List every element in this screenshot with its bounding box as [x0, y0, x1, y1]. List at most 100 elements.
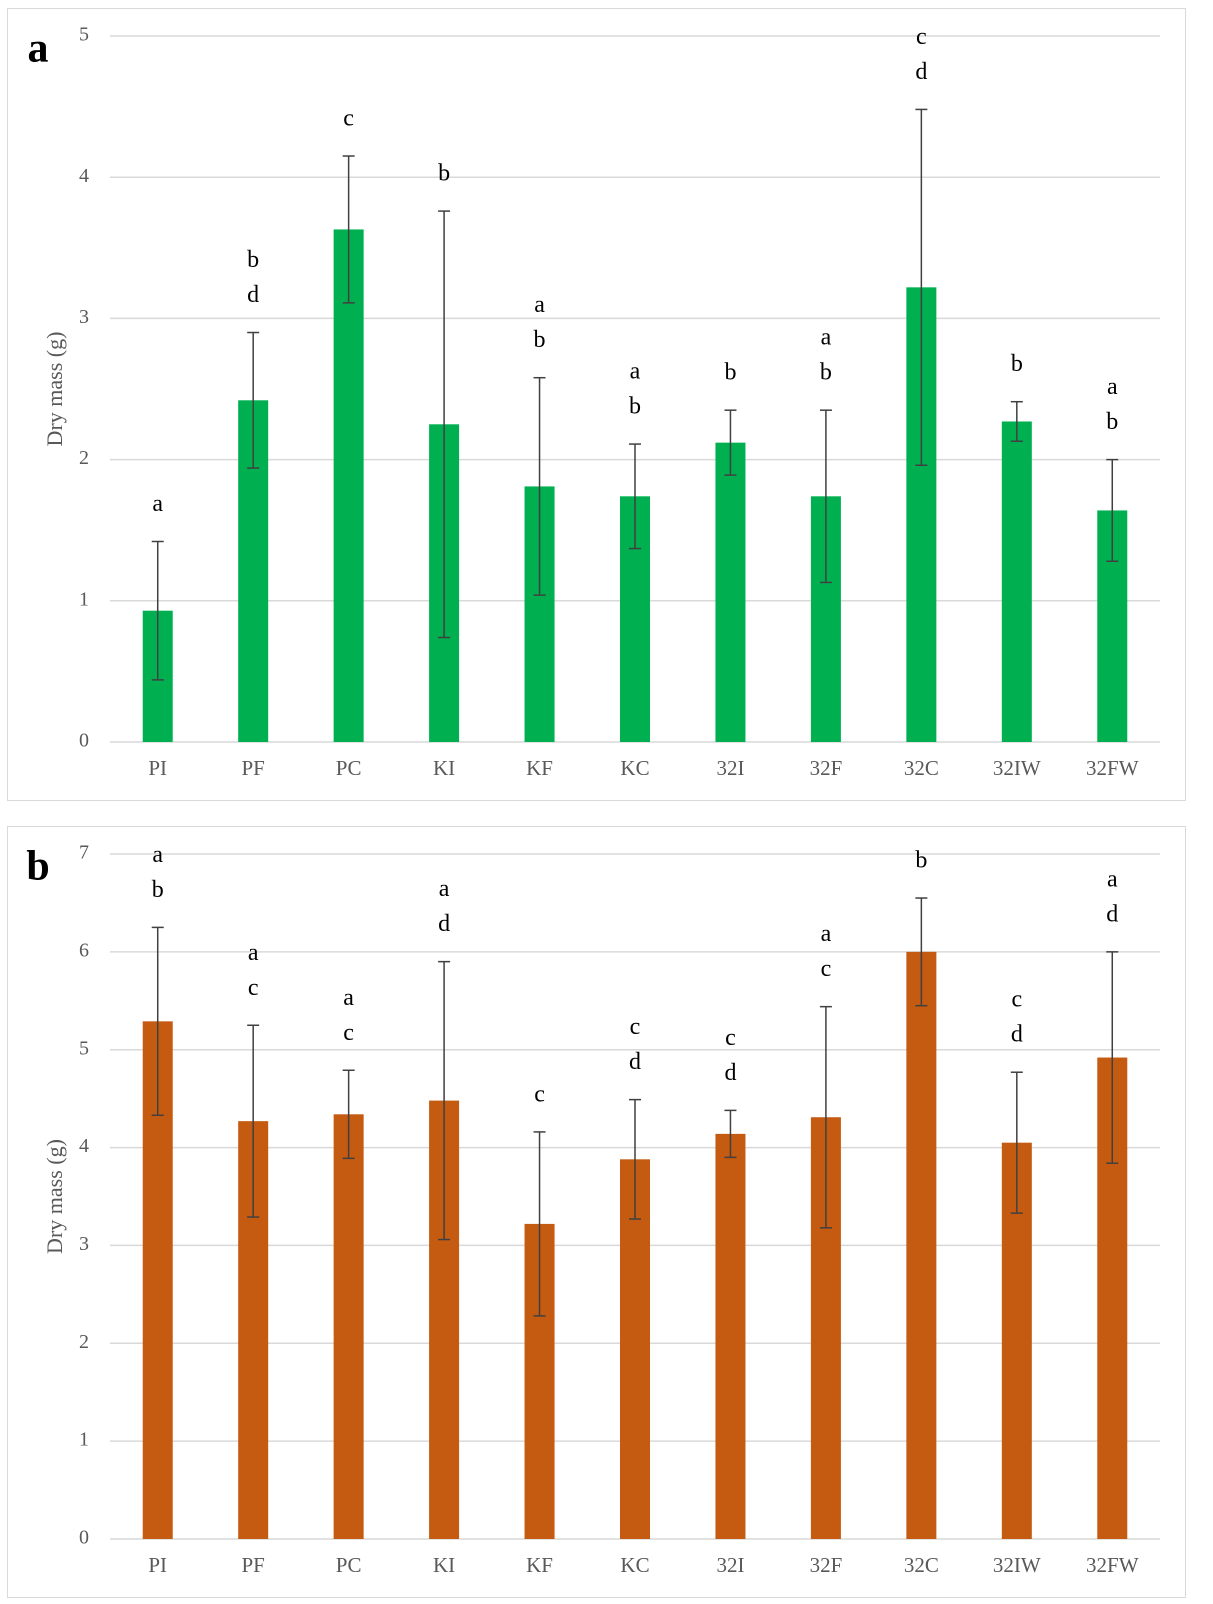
panel-label: b [26, 844, 49, 890]
error-bar [247, 331, 260, 469]
y-tick-label: 2 [79, 447, 89, 469]
significance-letter: a [439, 876, 450, 902]
y-tick-label: 3 [79, 1233, 89, 1255]
error-bar [724, 1109, 737, 1159]
significance-letter: a [343, 985, 354, 1011]
error-bar [915, 108, 928, 466]
x-tick-label: KF [526, 756, 553, 780]
x-tick-label: 32IW [993, 756, 1041, 780]
bar [1001, 421, 1032, 742]
significance-letter: a [821, 921, 832, 947]
y-axis-label: Dry mass (g) [42, 332, 67, 447]
x-tick-label: 32FW [1086, 756, 1139, 780]
significance-letter: b [152, 877, 164, 903]
y-axis-label: Dry mass (g) [42, 1139, 67, 1254]
significance-letter: a [152, 491, 163, 517]
panel-frame [7, 8, 1186, 801]
error-bar [342, 1069, 355, 1160]
bar [715, 1133, 746, 1539]
error-bar [1010, 400, 1023, 442]
significance-letter: d [629, 1049, 641, 1075]
y-tick-label: 1 [79, 588, 89, 610]
x-tick-label: PF [242, 1553, 265, 1577]
error-bar [151, 540, 164, 681]
x-tick-label: 32C [904, 1553, 939, 1577]
error-bar [533, 1131, 546, 1317]
error-bar [1106, 951, 1119, 1164]
error-bar [533, 376, 546, 596]
significance-letter: a [152, 842, 163, 868]
significance-letter: c [1011, 987, 1022, 1013]
significance-letter: d [724, 1060, 736, 1086]
significance-letter: b [915, 848, 927, 874]
error-bar [915, 897, 928, 1007]
panel-label: a [28, 26, 49, 72]
significance-letter: a [248, 940, 259, 966]
significance-letter: b [534, 327, 546, 353]
bar [333, 1114, 364, 1539]
significance-letter: c [725, 1025, 736, 1051]
y-tick-label: 2 [79, 1331, 89, 1353]
error-bar [342, 155, 355, 304]
x-tick-label: 32C [904, 756, 939, 780]
significance-letter: c [248, 975, 259, 1001]
x-tick-label: PI [148, 756, 167, 780]
error-bar [1010, 1071, 1023, 1214]
x-tick-label: KI [433, 756, 455, 780]
y-tick-label: 1 [79, 1429, 89, 1451]
significance-letter: c [343, 106, 354, 132]
significance-letter: b [247, 247, 259, 273]
error-bar [629, 443, 641, 550]
x-tick-label: 32F [810, 1553, 843, 1577]
y-tick-label: 5 [79, 24, 89, 46]
significance-letter: b [820, 360, 832, 386]
x-tick-label: 32I [716, 1553, 744, 1577]
error-bar [724, 409, 737, 476]
x-tick-label: 32I [716, 756, 744, 780]
significance-letter: a [534, 292, 545, 318]
error-bar [438, 210, 451, 639]
significance-letter: a [1107, 374, 1118, 400]
x-tick-label: 32IW [993, 1553, 1041, 1577]
bar [715, 442, 746, 742]
error-bar [629, 1098, 641, 1220]
significance-letter: c [821, 956, 832, 982]
error-bar [151, 926, 164, 1117]
significance-letter: c [916, 24, 927, 50]
significance-letter: b [724, 360, 736, 386]
significance-letter: c [343, 1020, 354, 1046]
significance-letter: b [1106, 409, 1118, 435]
x-tick-label: PI [148, 1553, 167, 1577]
x-tick-label: 32FW [1086, 1553, 1139, 1577]
significance-letter: a [630, 359, 641, 385]
error-bar [247, 1024, 260, 1218]
x-tick-label: KI [433, 1553, 455, 1577]
significance-letter: d [915, 59, 927, 85]
y-tick-label: 6 [79, 939, 89, 961]
y-tick-label: 7 [79, 842, 89, 864]
y-tick-label: 0 [79, 730, 89, 752]
error-bar [1106, 458, 1119, 563]
y-tick-label: 4 [79, 165, 89, 187]
significance-letter: b [438, 161, 450, 187]
y-tick-label: 4 [79, 1135, 89, 1157]
x-tick-label: KF [526, 1553, 553, 1577]
y-tick-label: 3 [79, 306, 89, 328]
significance-letter: b [629, 394, 641, 420]
x-tick-label: KC [620, 1553, 649, 1577]
panel-frame [7, 826, 1186, 1598]
significance-letter: d [1106, 901, 1118, 927]
x-tick-label: KC [620, 756, 649, 780]
error-bar [438, 960, 451, 1241]
x-tick-label: PC [336, 756, 362, 780]
significance-letter: c [630, 1014, 641, 1040]
x-tick-label: 32F [810, 756, 843, 780]
significance-letter: d [247, 282, 259, 308]
significance-letter: b [1011, 351, 1023, 377]
x-tick-label: PC [336, 1553, 362, 1577]
bar [906, 951, 937, 1539]
bar [333, 229, 364, 743]
significance-letter: a [821, 325, 832, 351]
